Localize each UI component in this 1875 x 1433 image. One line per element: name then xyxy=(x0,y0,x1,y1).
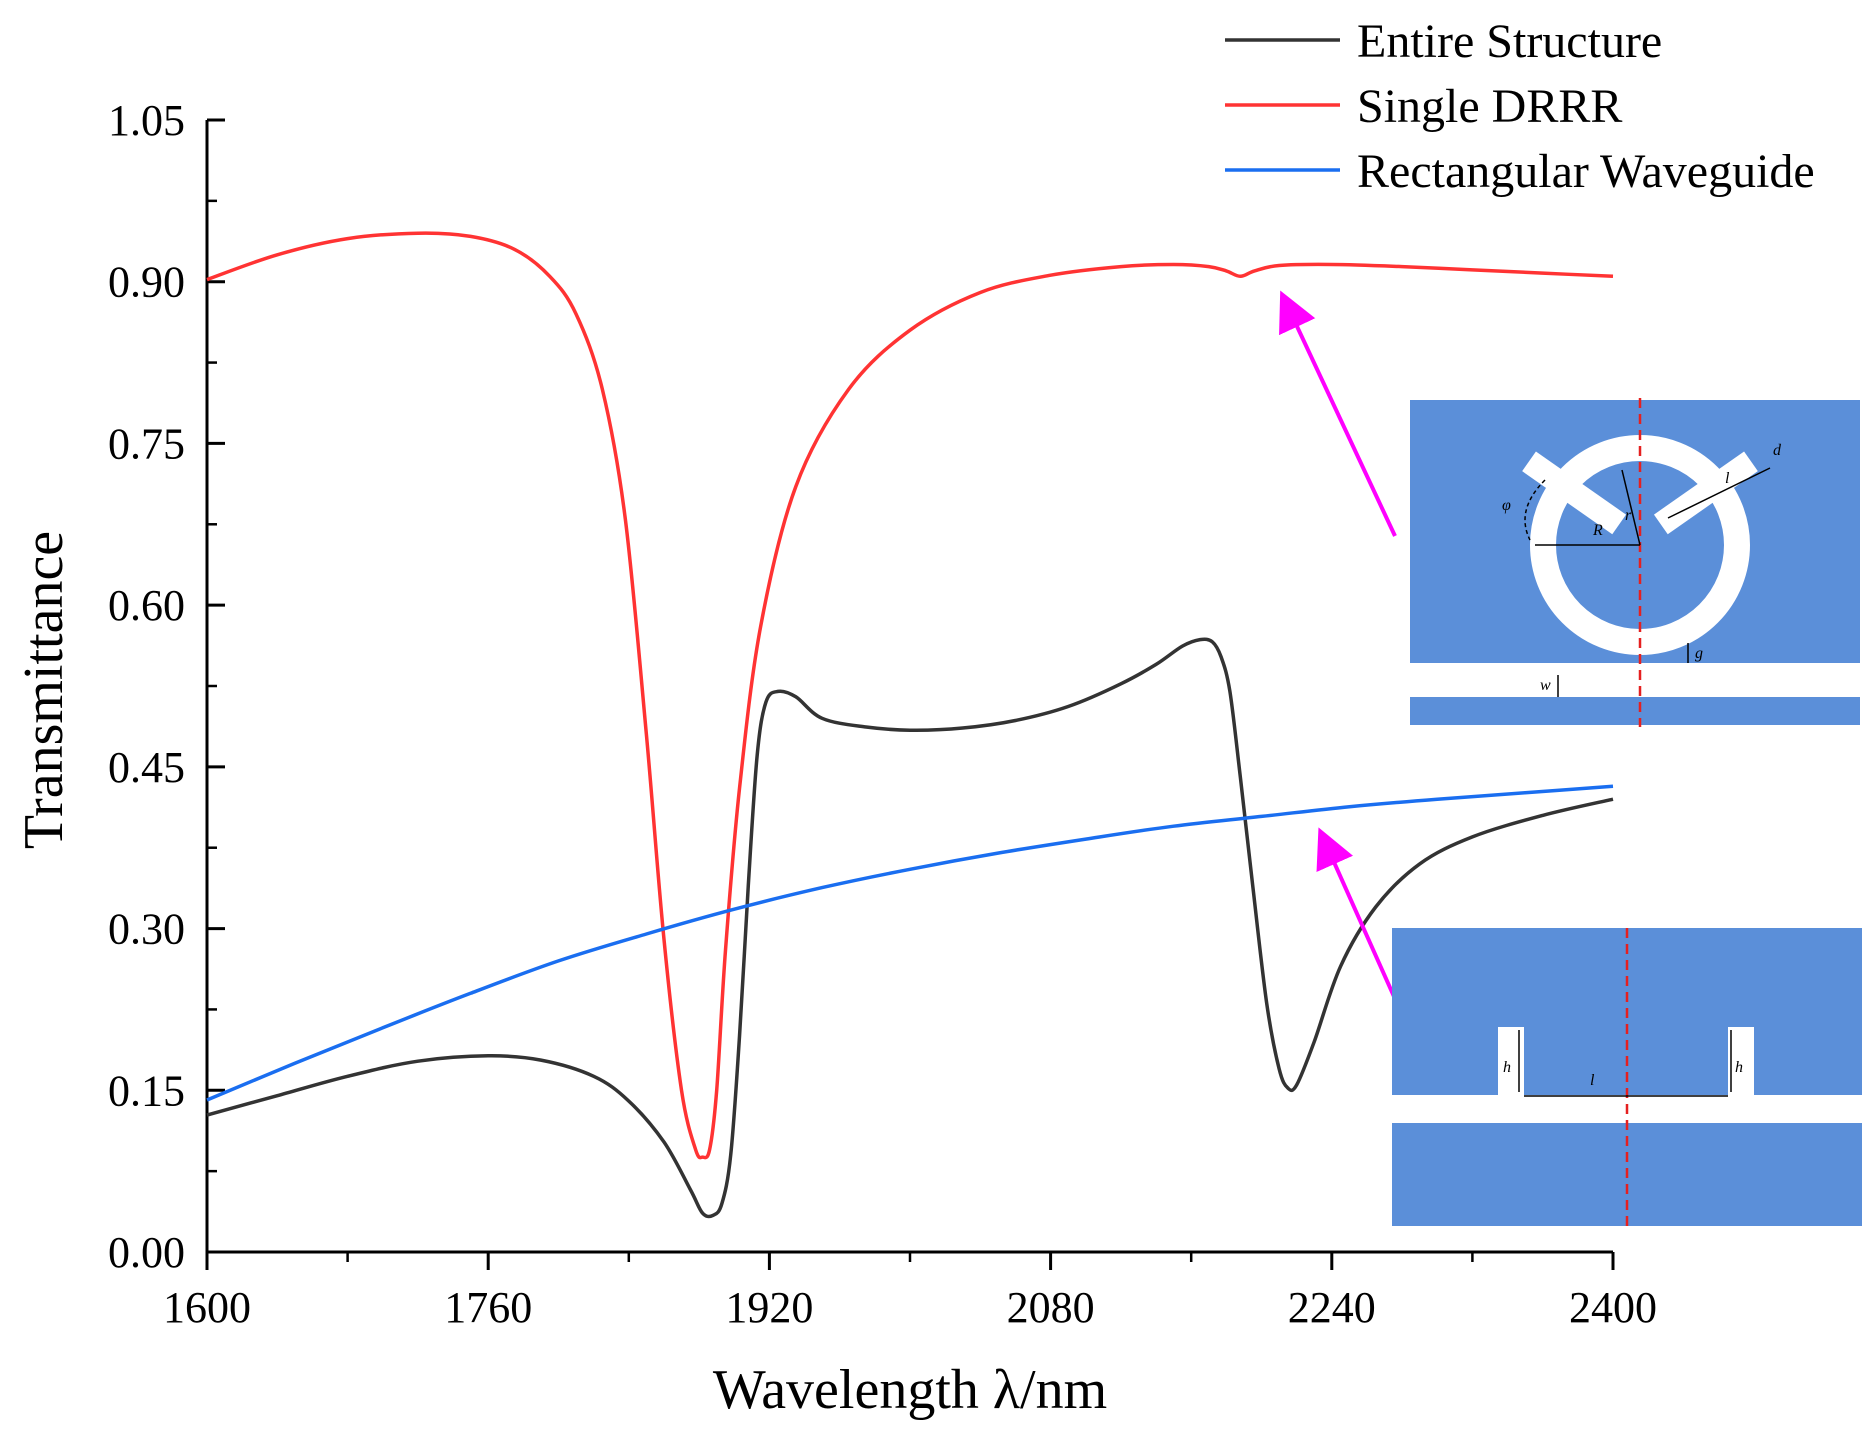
rect-label-h-right: h xyxy=(1735,1059,1743,1076)
x-tick-label: 2400 xyxy=(1569,1283,1657,1332)
drrr-label-phi: φ xyxy=(1502,497,1511,514)
series-rectangular-waveguide xyxy=(206,784,1614,1102)
y-tick-label: 0.45 xyxy=(108,743,185,792)
series-layer xyxy=(206,231,1614,1219)
y-tick-label: 0.75 xyxy=(108,419,185,468)
drrr-inset-waveguide xyxy=(1410,697,1860,725)
rect-waveguide-inset: h h l xyxy=(1392,928,1862,1226)
drrr-dim-phi xyxy=(1524,479,1546,541)
drrr-label-l: l xyxy=(1725,470,1730,487)
x-axis-title: Wavelength λ/nm xyxy=(713,1359,1107,1421)
x-tick-label: 2240 xyxy=(1288,1283,1376,1332)
legend: Entire Structure Single DRRR Rectangular… xyxy=(1225,15,1815,198)
legend-label-rect: Rectangular Waveguide xyxy=(1357,145,1815,198)
drrr-label-g: g xyxy=(1695,645,1703,662)
x-tick-label: 1600 xyxy=(163,1283,251,1332)
arrow-to-drrr-curve xyxy=(1279,290,1397,537)
y-tick-label: 0.30 xyxy=(108,905,185,954)
rect-inset-left-slot xyxy=(1498,1027,1524,1095)
series-entire-structure xyxy=(206,637,1614,1219)
y-tick-label: 0.15 xyxy=(108,1066,185,1115)
legend-label-entire: Entire Structure xyxy=(1357,15,1662,68)
arrow-to-waveguide-curve xyxy=(1316,827,1402,1011)
drrr-dim-l xyxy=(1667,467,1771,519)
drrr-label-r: r xyxy=(1625,507,1632,524)
drrr-label-R: R xyxy=(1592,522,1603,539)
drrr-label-d: d xyxy=(1773,442,1782,459)
y-tick-label: 0.00 xyxy=(108,1228,185,1277)
legend-label-single: Single DRRR xyxy=(1357,80,1622,133)
y-tick-label: 1.05 xyxy=(108,96,185,145)
drrr-structure-inset: φ r R l d g w xyxy=(1410,398,1860,727)
rect-label-l: l xyxy=(1590,1072,1595,1089)
rect-label-h-left: h xyxy=(1503,1059,1511,1076)
y-tick-label: 0.60 xyxy=(108,581,185,630)
rect-inset-right-slot xyxy=(1728,1027,1754,1095)
y-axis-ticks: 0.00 0.15 0.30 0.45 0.60 0.75 0.90 1.05 xyxy=(108,96,225,1277)
drrr-label-w: w xyxy=(1540,677,1551,694)
drrr-left-arm xyxy=(1522,451,1627,535)
x-axis-ticks: 1600 1760 1920 2080 2240 2400 xyxy=(163,1252,1657,1332)
x-tick-label: 1920 xyxy=(725,1283,813,1332)
y-tick-label: 0.90 xyxy=(108,258,185,307)
drrr-right-arm xyxy=(1653,451,1758,535)
x-tick-label: 2080 xyxy=(1007,1283,1095,1332)
y-axis-title: Transmittance xyxy=(13,531,75,849)
drrr-dim-r xyxy=(1621,469,1641,546)
x-tick-label: 1760 xyxy=(444,1283,532,1332)
series-single-drrr xyxy=(206,231,1614,1160)
